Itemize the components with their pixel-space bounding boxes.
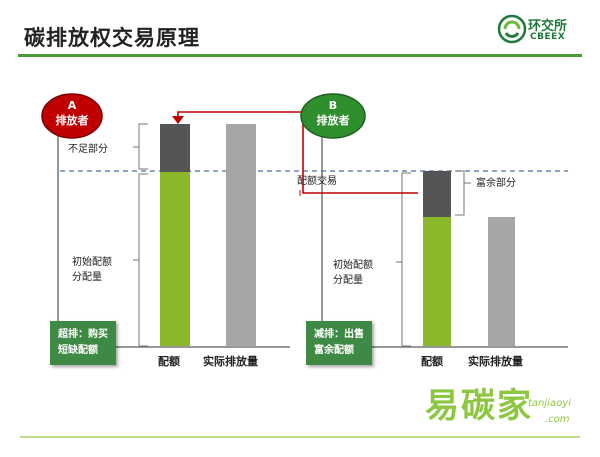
bracket-b-surplus [455,170,465,216]
watermark-cn: 易碳家 [425,386,533,426]
trade-arrow-head [172,116,184,124]
page-title: 碳排放权交易原理 [24,26,200,50]
callout-b: 减排：出售 富余配额 [306,321,372,365]
label-quota-b: 配额 [421,355,443,368]
callout-a: 超排：购买 短缺配额 [50,321,116,365]
logo-name-en: CBEEX [530,32,566,42]
party-a-label: A 排放者 [42,98,102,128]
bar-b-quota [423,217,451,346]
cbeex-logo-icon [497,14,527,44]
watermark-en: tanjiaoyi [528,398,571,409]
bottom-divider [20,436,580,438]
bracket-b-initial [401,172,411,347]
party-b-label: B 排放者 [301,98,365,128]
bar-a-quota [160,172,190,346]
title-divider [18,54,582,57]
label-initial-alloc-b: 初始配额 分配量 [333,260,373,286]
label-shortage: 不足部分 [68,144,108,155]
party-a-name: 排放者 [55,114,89,127]
label-quota-trade: 配额交易 [297,176,337,187]
bar-b-surplus [423,171,451,217]
party-b-letter: B [328,99,338,112]
label-initial-alloc-a: 初始配额 分配量 [72,257,112,283]
bracket-a-shortage [138,123,148,170]
label-actual-b: 实际排放量 [468,355,523,368]
label-quota-a: 配额 [158,355,180,368]
party-a-badge [41,93,103,139]
logo-name-cn: 环交所 [528,19,568,34]
bar-a-shortage [160,124,190,172]
label-actual-a: 实际排放量 [203,355,258,368]
bar-a-actual [226,124,256,346]
watermark-com: .com [545,414,570,425]
party-a-letter: A [67,99,77,112]
party-b-badge [300,93,366,139]
bracket-a-initial [138,173,148,347]
party-b-name: 排放者 [316,114,350,127]
label-surplus: 富余部分 [476,178,516,189]
bar-b-actual [488,217,515,346]
